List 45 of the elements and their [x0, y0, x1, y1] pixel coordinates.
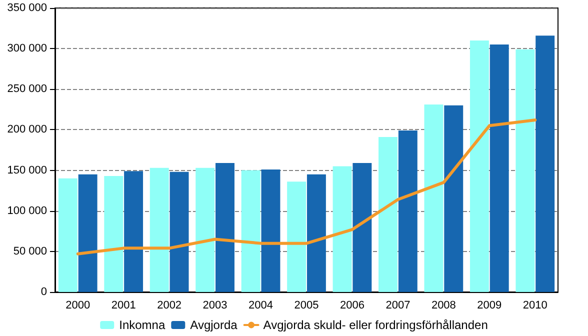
x-tick-label: 2001	[111, 300, 136, 312]
y-tick-label: 50 000	[13, 245, 47, 258]
x-tick-label: 2003	[202, 300, 228, 312]
bar	[306, 174, 326, 292]
bar	[261, 169, 280, 292]
y-tick-label: 250 000	[7, 83, 47, 96]
bar	[536, 36, 555, 292]
x-tick-label: 2009	[477, 300, 502, 312]
y-tick-label: 150 000	[7, 164, 47, 176]
bar	[241, 170, 260, 292]
bar	[216, 162, 234, 292]
bar	[470, 40, 489, 292]
bar	[332, 166, 352, 292]
y-tick-label: 200 000	[7, 124, 47, 136]
bar	[424, 104, 444, 292]
bar	[58, 178, 78, 292]
bar	[170, 172, 189, 292]
bar	[516, 49, 535, 292]
bar	[124, 171, 144, 292]
bar	[104, 176, 124, 292]
bar	[78, 174, 98, 292]
bar	[444, 105, 464, 292]
y-tick-label: 100 000	[7, 204, 47, 217]
legend-label: Inkomna	[119, 318, 166, 332]
x-tick-label: 2000	[66, 300, 90, 312]
bar	[398, 130, 418, 292]
bar	[196, 168, 215, 292]
x-tick-label: 2005	[294, 300, 319, 312]
x-tick-label: 2002	[157, 300, 182, 312]
x-tick-label: 2004	[248, 300, 274, 312]
x-tick-label: 2008	[431, 300, 456, 312]
x-tick-label: 2006	[340, 300, 364, 312]
y-tick-label: 300 000	[7, 42, 47, 55]
x-tick-label: 2007	[386, 300, 410, 312]
y-tick-label: 0	[40, 286, 47, 298]
bar	[352, 162, 372, 292]
bar	[490, 44, 509, 292]
line-series	[76, 118, 537, 256]
bar	[150, 168, 169, 292]
bar	[287, 182, 306, 292]
legend-label: Avgjorda skuld- eller fordringsförhållanden	[263, 318, 488, 332]
legend-label: Avgjorda	[190, 318, 238, 332]
bar	[378, 137, 398, 292]
y-tick-label: 350 000	[7, 2, 47, 14]
x-tick-label: 2010	[522, 300, 548, 312]
